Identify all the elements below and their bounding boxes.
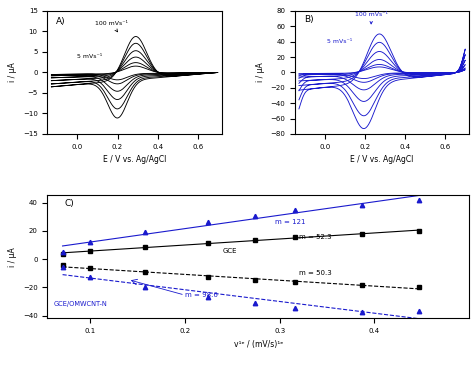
Text: m = 121: m = 121 — [275, 219, 305, 225]
Text: m = 52.3: m = 52.3 — [299, 234, 331, 240]
Y-axis label: i / μA: i / μA — [256, 63, 265, 82]
X-axis label: v¹ᵉ / (mV/s)¹ᵉ: v¹ᵉ / (mV/s)¹ᵉ — [234, 340, 283, 349]
Text: B): B) — [304, 15, 313, 24]
Y-axis label: i / μA: i / μA — [8, 63, 17, 82]
Text: 5 mVs⁻¹: 5 mVs⁻¹ — [327, 39, 352, 44]
Text: GCE: GCE — [223, 249, 237, 254]
Text: m = 98.6: m = 98.6 — [185, 292, 218, 298]
X-axis label: E / V vs. Ag/AgCl: E / V vs. Ag/AgCl — [350, 155, 414, 164]
Text: A): A) — [56, 17, 66, 26]
X-axis label: E / V vs. Ag/AgCl: E / V vs. Ag/AgCl — [103, 155, 166, 164]
Text: C): C) — [64, 199, 74, 208]
Text: 100 mVs⁻¹: 100 mVs⁻¹ — [355, 12, 388, 24]
Text: GCE/OMWCNT-N: GCE/OMWCNT-N — [54, 301, 108, 307]
Text: 100 mVs⁻¹: 100 mVs⁻¹ — [95, 21, 128, 32]
Text: m = 50.3: m = 50.3 — [299, 270, 331, 276]
Y-axis label: i / μA: i / μA — [9, 247, 18, 267]
Text: 5 mVs⁻¹: 5 mVs⁻¹ — [77, 54, 103, 59]
